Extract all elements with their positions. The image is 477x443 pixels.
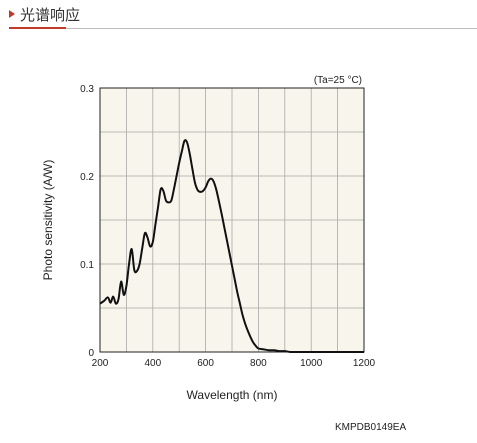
section-header: 光谱响应: [0, 0, 477, 32]
figure-code: KMPDB0149EA: [335, 422, 407, 433]
plot-frame: [99, 87, 365, 353]
header-accent-bar: [9, 27, 66, 29]
header-divider: [9, 28, 477, 29]
y-axis-label: Photo sensitivity (A/W): [41, 160, 55, 281]
x-tick-label: 200: [92, 358, 109, 369]
x-axis-label: Wavelength (nm): [187, 388, 278, 402]
x-tick-label: 800: [250, 358, 267, 369]
x-tick-label: 1000: [300, 358, 323, 369]
condition-annotation: (Ta=25 °C): [314, 75, 362, 86]
y-tick-labels: 0 0.1 0.2 0.3: [80, 84, 94, 359]
red-triangle-icon: [9, 10, 15, 18]
y-tick-label: 0.3: [80, 84, 94, 95]
y-tick-label: 0.2: [80, 172, 94, 183]
y-tick-label: 0: [88, 348, 94, 359]
x-tick-label: 600: [197, 358, 214, 369]
x-tick-label: 1200: [353, 358, 376, 369]
sensitivity-curve: [99, 139, 364, 354]
section-title: 光谱响应: [20, 7, 81, 24]
x-tick-labels: 200 400 600 800 1000 1200: [92, 358, 376, 369]
x-tick-label: 400: [144, 358, 161, 369]
y-tick-label: 0.1: [80, 260, 94, 271]
